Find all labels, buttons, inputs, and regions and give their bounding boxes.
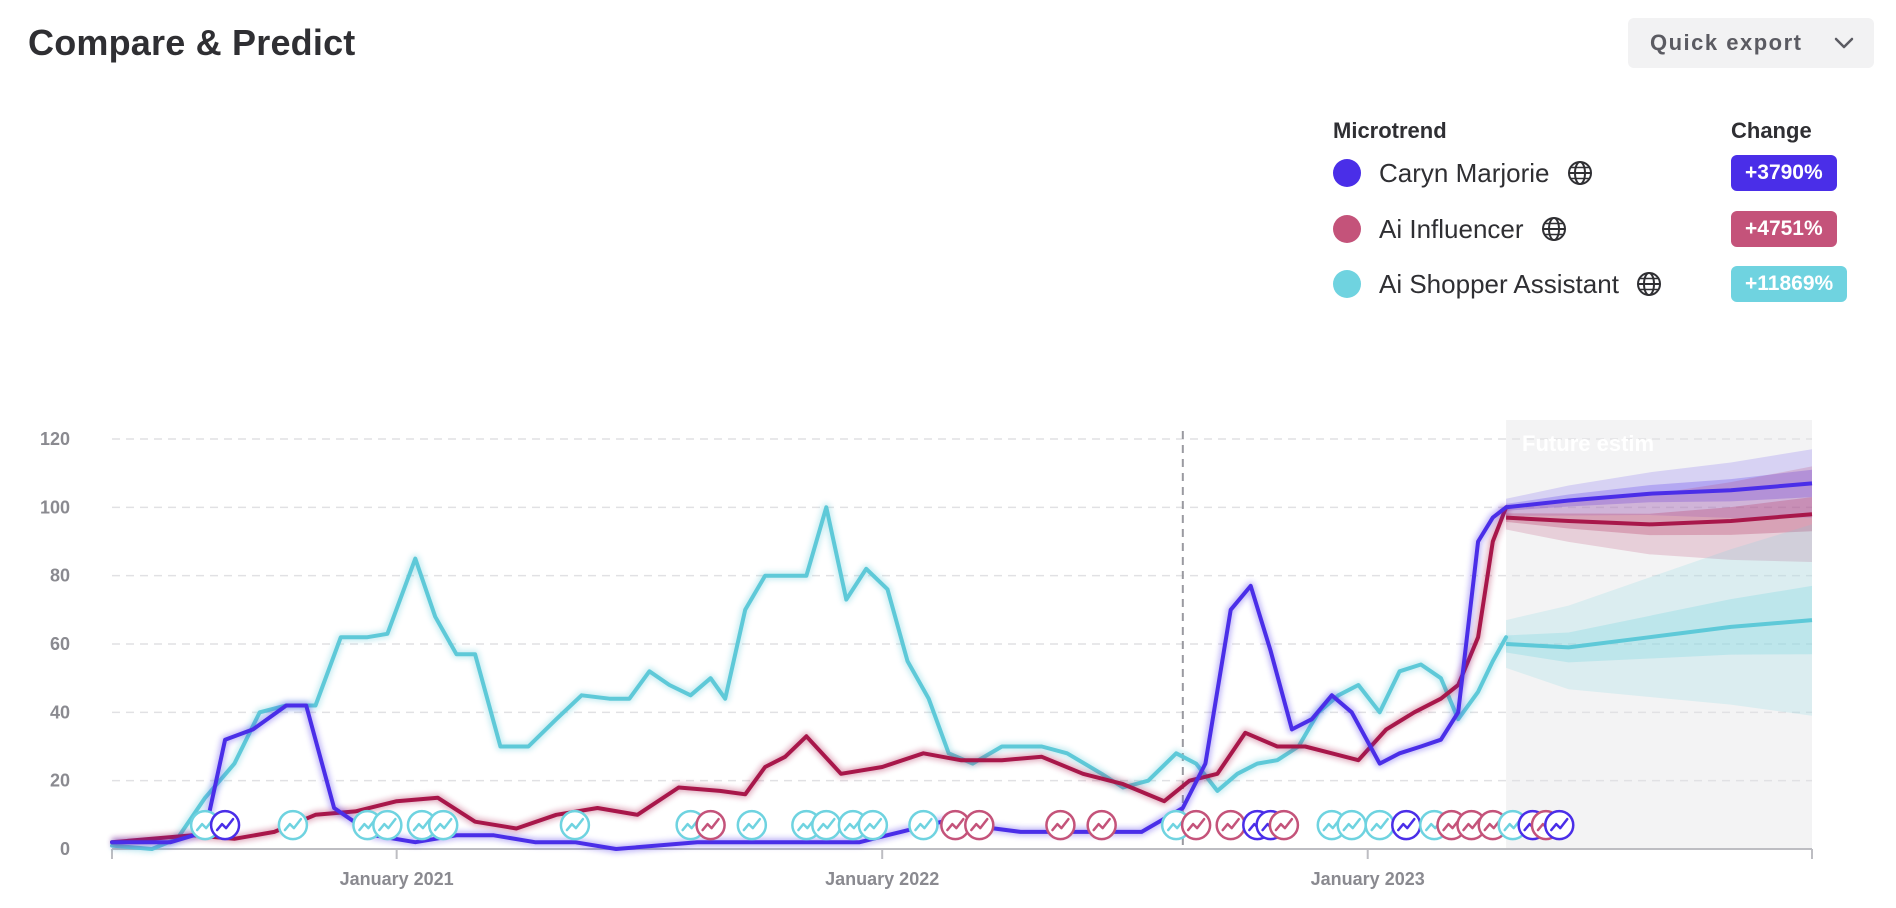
globe-icon[interactable] (1635, 270, 1663, 298)
quick-export-label: Quick export (1650, 30, 1803, 55)
legend-label: Ai Influencer (1379, 213, 1524, 244)
series-line-glow (111, 503, 1510, 853)
y-tick-label: 120 (40, 429, 70, 449)
y-tick-label: 0 (60, 839, 70, 859)
event-marker[interactable] (908, 809, 939, 841)
change-badge: +11869% (1731, 266, 1848, 302)
event-marker[interactable] (1268, 809, 1300, 841)
event-marker[interactable] (811, 809, 842, 841)
page-title: Compare & Predict (28, 22, 356, 63)
series-line (110, 505, 1509, 845)
legend-item[interactable]: Caryn Marjorie (1333, 153, 1594, 193)
quick-export-button[interactable]: Quick export (1628, 18, 1874, 68)
y-tick-label: 100 (40, 497, 70, 517)
globe-icon[interactable] (1566, 159, 1594, 187)
forecast-line (1505, 512, 1813, 527)
event-marker[interactable] (427, 809, 459, 841)
event-marker[interactable] (1336, 809, 1367, 841)
y-tick-label: 40 (50, 702, 70, 722)
change-badge: +4751% (1731, 211, 1837, 247)
y-tick-label: 60 (50, 634, 70, 654)
event-marker[interactable] (1391, 809, 1422, 841)
event-marker[interactable] (372, 809, 403, 841)
y-tick-label: 80 (50, 566, 70, 586)
y-tick-label: 20 (50, 771, 70, 791)
event-marker[interactable] (857, 809, 889, 841)
event-marker[interactable] (736, 809, 768, 841)
globe-icon[interactable] (1540, 215, 1568, 243)
x-tick-label: January 2023 (1311, 869, 1425, 889)
change-header: Change (1731, 118, 1812, 143)
event-marker[interactable] (1544, 809, 1575, 841)
legend-color-dot (1333, 270, 1361, 298)
event-marker[interactable] (1215, 809, 1246, 841)
x-tick-label: January 2022 (825, 869, 939, 889)
event-marker[interactable] (1180, 809, 1212, 841)
change-badge: +3790% (1731, 155, 1837, 191)
x-tick-label: January 2021 (340, 869, 454, 889)
event-marker[interactable] (1364, 809, 1395, 841)
legend-item[interactable]: Ai Influencer (1333, 209, 1568, 249)
trend-chart: 0 20 40 60 80 100 120 January 2021 January 2022 J… (40, 420, 1813, 889)
event-marker[interactable] (1045, 809, 1076, 841)
forecast-band (1506, 524, 1812, 716)
forecast-line (1505, 481, 1813, 510)
legend-label: Caryn Marjorie (1379, 157, 1550, 188)
microtrend-header: Microtrend (1333, 118, 1447, 143)
event-marker[interactable] (695, 809, 726, 841)
forecast-band (1506, 585, 1812, 663)
event-marker[interactable] (559, 809, 591, 841)
legend-color-dot (1333, 159, 1361, 187)
legend-label: Ai Shopper Assistant (1379, 268, 1619, 299)
chevron-down-icon (1834, 37, 1854, 49)
forecast-line (1505, 618, 1813, 650)
legend-color-dot (1333, 215, 1361, 243)
forecast-label: Future estim (1522, 431, 1654, 456)
legend-item[interactable]: Ai Shopper Assistant (1333, 264, 1663, 304)
event-marker[interactable] (277, 809, 309, 841)
forecast-band (1506, 497, 1812, 536)
event-marker[interactable] (209, 809, 241, 841)
event-marker[interactable] (1086, 809, 1117, 841)
event-marker[interactable] (964, 809, 995, 841)
